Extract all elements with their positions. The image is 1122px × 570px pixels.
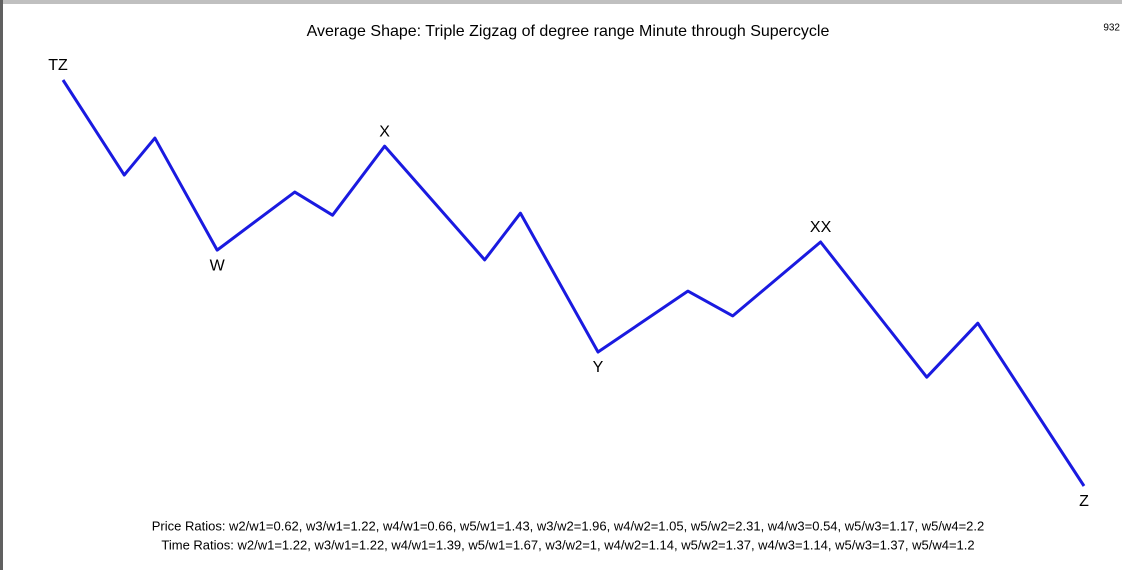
point-label: W [210,257,226,274]
top-border [0,0,1122,4]
chart-title: Average Shape: Triple Zigzag of degree r… [307,23,830,40]
point-label: TZ [48,57,68,74]
point-label: X [379,123,390,140]
time-ratios: Time Ratios: w2/w1=1.22, w3/w1=1.22, w4/… [161,537,974,552]
point-label: XX [810,219,832,236]
left-border [0,0,3,570]
point-label: Z [1079,493,1089,510]
price-ratios: Price Ratios: w2/w1=0.62, w3/w1=1.22, w4… [152,518,985,533]
line [61,79,1086,487]
point-label: Y [593,359,604,376]
corner-label: 932 [1103,23,1120,34]
